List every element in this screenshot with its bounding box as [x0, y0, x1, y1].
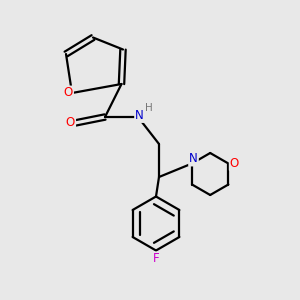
Text: O: O	[66, 116, 75, 130]
Text: N: N	[135, 109, 144, 122]
Text: O: O	[230, 157, 239, 170]
Text: O: O	[64, 86, 73, 100]
Text: F: F	[153, 252, 159, 266]
Text: N: N	[189, 152, 198, 166]
Text: H: H	[145, 103, 152, 113]
